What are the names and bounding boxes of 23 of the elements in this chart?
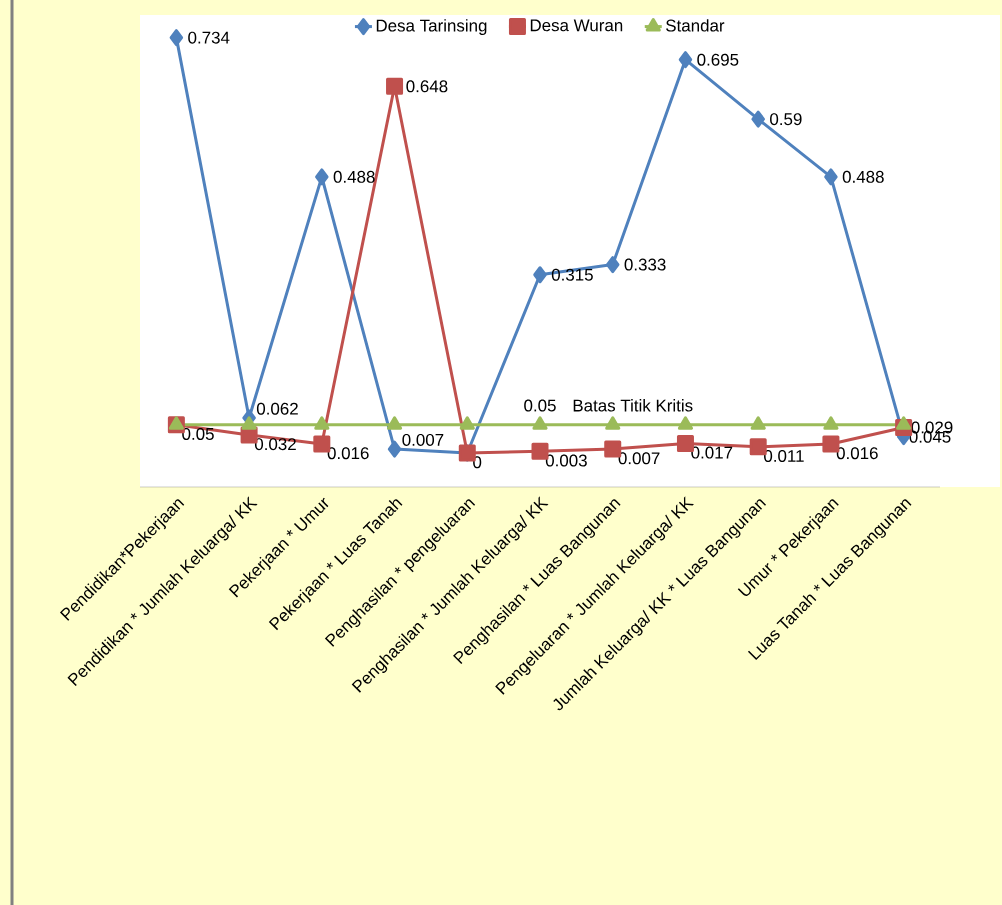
data-label: 0.695 [697,53,739,66]
data-label: 0.007 [618,452,660,465]
data-label: 0.59 [770,113,802,126]
data-label: 0.003 [545,454,587,467]
annotation: Batas Titik Kritis [573,399,693,412]
data-label: 0.011 [764,450,804,463]
data-label: 0.016 [836,447,878,460]
data-label: 0.007 [402,433,444,446]
legend-label: Desa Wuran [530,19,623,32]
data-label: 0.488 [333,170,375,183]
data-label: 0.333 [624,258,666,271]
data-label: 0.315 [551,268,593,281]
legend-label: Desa Tarinsing [376,19,487,35]
data-label: 0.016 [327,447,369,460]
data-label: 0.032 [254,438,296,451]
legend-label: Standar [666,19,725,32]
data-label: 0.734 [188,31,230,44]
data-label: 0.648 [406,80,448,93]
data-label: 0.488 [842,170,884,183]
data-label: 0.017 [691,446,733,459]
data-label: 0.05 [182,427,214,440]
data-label: 0.05 [524,399,556,412]
data-label: 0.062 [256,402,298,415]
